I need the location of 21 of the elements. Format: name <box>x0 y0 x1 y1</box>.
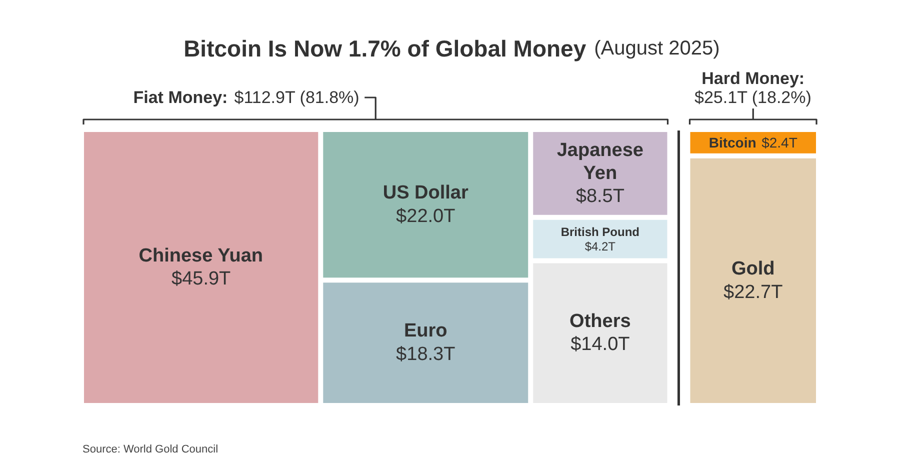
data-label: $22.0T <box>396 206 456 227</box>
source-note: Source: World Gold Council <box>82 444 218 456</box>
category-label: Bitcoin <box>708 134 756 151</box>
text: (August 2025) <box>594 38 720 60</box>
series-label: Fiat Money: $112.9T (81.8%) <box>133 88 360 107</box>
text: Bitcoin Is Now 1.7% of Global Money <box>184 36 586 62</box>
category-label: British Pound <box>560 224 640 239</box>
category-label: Euro <box>404 320 448 342</box>
category-label: Others <box>570 311 631 332</box>
data-label: $22.7T <box>724 282 784 303</box>
category-label: Gold <box>731 258 775 280</box>
category-label: US Dollar <box>382 182 469 204</box>
data-label: $8.5T <box>576 186 625 208</box>
category-label: Chinese Yuan <box>138 245 264 266</box>
data-label: $4.2T <box>584 239 616 254</box>
category-label: Japanese Yen <box>556 140 644 184</box>
data-label: $18.3T <box>396 344 456 365</box>
series-label: Hard Money: $25.1T (18.2%) <box>694 69 812 107</box>
data-label: $45.9T <box>171 268 232 290</box>
data-label: $14.0T <box>570 334 630 356</box>
data-label: $2.4T <box>762 134 798 151</box>
